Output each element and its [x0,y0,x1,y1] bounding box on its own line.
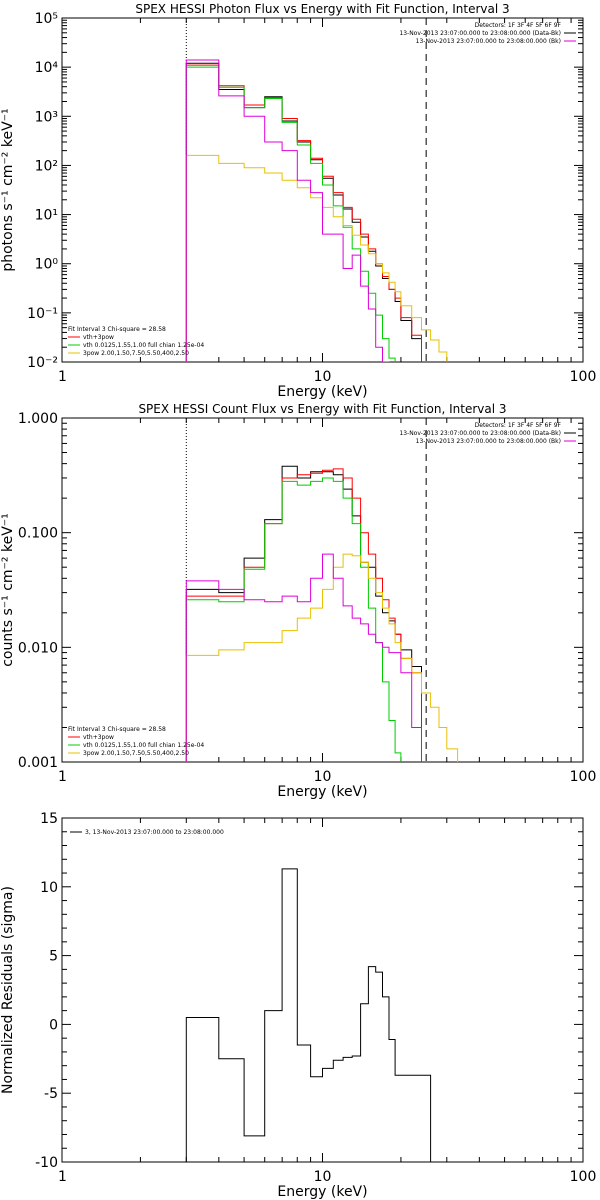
legend-bl-entry: Fit Interval 3 Chi-square = 28.58 [68,326,166,333]
x-tick-label: 1 [58,369,67,385]
series-4-step-line [185,59,390,362]
legend-bl-entry: vth 0.0125,1.55,1.00 full chian 1.25e-04 [83,742,204,749]
plot-frame [61,17,584,363]
y-tick-label: 10⁻¹ [27,306,58,322]
x-tick-label: 10 [314,369,332,385]
y-tick-label: -5 [44,1086,58,1102]
y-tick-label: 15 [40,811,58,827]
x-axis-label: Energy (keV) [277,784,367,800]
series-1-step-line [185,64,422,362]
legend-tr-entry: 13-Nov-2013 23:07:00.000 to 23:08:00.000… [399,430,561,437]
x-axis-label: Energy (keV) [277,1184,367,1200]
legend-tr-entry: 13-Nov-2013 23:07:00.000 to 23:08:00.000… [399,30,561,37]
plot-frame [61,817,584,1163]
series-1-step-line [185,468,422,762]
x-tick-label: 1 [58,1169,67,1185]
y-tick-label: 1.000 [18,411,58,427]
x-tick-label: 100 [570,369,597,385]
y-tick-label: 10¹ [35,208,58,224]
series-4-step-line [185,553,422,762]
chart-panel-2: 1 10 100 0.001 0.010 0.100 1.000 SPEX HESSI Cou… [0,402,597,800]
x-tick-label: 10 [314,1169,332,1185]
series-2-step-line [185,66,396,362]
legend-bl-entry: vth 0.0125,1.55,1.00 full chian 1.25e-04 [83,342,204,349]
legend-bl-entry: vth+3pow [83,334,114,341]
y-axis-label: photons s⁻¹ cm⁻² keV⁻¹ [0,108,16,271]
y-tick-label: 0.001 [18,755,58,771]
legend-tl-entry: 3, 13-Nov-2013 23:07:00.000 to 23:08:00.… [85,829,224,836]
series-0-step-line [185,62,422,362]
y-tick-label: 10³ [35,109,58,125]
legend-bl-entry: 3pow 2.00,1.50,7.50,5.50,400,2.50 [83,350,189,357]
x-tick-label: 1 [58,769,67,785]
y-tick-label: 10⁵ [35,11,58,27]
series-3-step-line [185,553,459,762]
y-tick-label: 0.010 [18,640,58,656]
x-axis-label: Energy (keV) [277,384,367,400]
y-tick-label: 10⁰ [35,257,59,273]
legend-bl-entry: 3pow 2.00,1.50,7.50,5.50,400,2.50 [83,750,189,757]
series-2-step-line [185,477,402,762]
y-axis-label: Normalized Residuals (sigma) [0,886,16,1094]
legend-tr-entry: Detectors: 1F 3F 4F 5F 6F 9F [475,22,562,29]
legend-tr-entry: Detectors: 1F 3F 4F 5F 6F 9F [475,422,562,429]
series-0-step-line [185,868,432,1162]
series-0-step-line [185,465,422,762]
chart-title: SPEX HESSI Count Flux vs Energy with Fit… [138,402,506,416]
y-tick-label: 10² [35,158,58,174]
y-tick-label: 0 [49,1017,58,1033]
chart-panel-1: 1 10 100 10⁻² 10⁻¹ 10⁰ 10¹ 10² 10³ 10⁴ 10⁵ SPEX HES… [0,2,597,400]
x-tick-label: 10 [314,769,332,785]
legend-bl-entry: vth+3pow [83,734,114,741]
y-tick-label: -10 [35,1155,58,1171]
plot-area [185,18,448,362]
y-axis-label: counts s⁻¹ cm⁻² keV⁻¹ [0,513,16,667]
legend-bl-entry: Fit Interval 3 Chi-square = 28.58 [68,726,166,733]
series-3-step-line [185,154,448,362]
chart-title: SPEX HESSI Photon Flux vs Energy with Fi… [135,2,509,16]
x-tick-label: 100 [570,769,597,785]
y-tick-label: 0.100 [18,526,58,542]
plot-area [185,418,459,762]
y-tick-label: 10 [40,880,58,896]
y-tick-label: 5 [49,949,58,965]
x-tick-label: 100 [570,1169,597,1185]
y-tick-label: 10⁴ [35,60,59,76]
chart-panel-3: 1 10 100 -10 -5 0 5 10 15 Energy (keV) Normalized … [0,811,596,1200]
plot-area [185,868,432,1162]
legend-tr-entry: 13-Nov-2013 23:07:00.000 to 23:08:00.000… [416,38,561,45]
y-tick-label: 10⁻² [27,355,58,371]
legend-tr-entry: 13-Nov-2013 23:07:00.000 to 23:08:00.000… [416,438,561,445]
